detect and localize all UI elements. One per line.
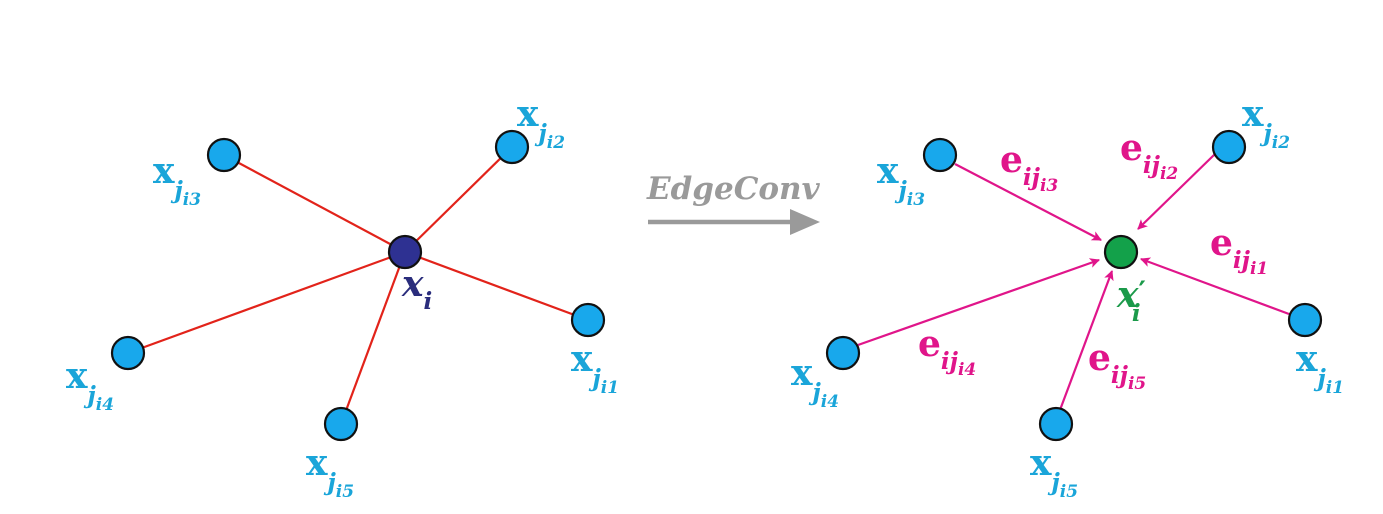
right-label-j3: xji3 xyxy=(877,150,925,210)
edge-label-e2: eiji2 xyxy=(1120,127,1178,184)
left-center-label: xi xyxy=(401,263,432,315)
right-edge-e2 xyxy=(1137,153,1216,230)
right-graph: xji1 xji2 xji3 xji4 xji5 eiji1 eiji2 eij… xyxy=(791,93,1344,502)
left-label-j3: xji3 xyxy=(153,150,201,210)
left-graph: xji1 xji2 xji3 xji4 xji5 xi xyxy=(66,93,619,502)
edge-label-e3: eiji3 xyxy=(1000,139,1058,196)
left-node-j1 xyxy=(570,302,606,338)
left-node-j4 xyxy=(110,335,146,371)
right-label-j1: xji1 xyxy=(1296,338,1344,398)
left-edge-j3 xyxy=(223,154,406,253)
transform-arrow-head xyxy=(790,209,820,235)
right-center-node xyxy=(1103,234,1139,270)
right-node-j4 xyxy=(825,335,861,371)
right-node-j2 xyxy=(1211,129,1247,165)
left-node-j2 xyxy=(494,129,530,165)
edge-label-e1: eiji1 xyxy=(1210,222,1268,279)
right-label-j4: xji4 xyxy=(791,352,839,412)
right-nodes xyxy=(825,129,1323,442)
right-node-j3 xyxy=(922,137,958,173)
left-label-j2: xji2 xyxy=(517,93,565,153)
right-node-j5 xyxy=(1038,406,1074,442)
left-node-j5 xyxy=(323,406,359,442)
left-label-j4: xji4 xyxy=(66,355,114,415)
left-edge-j1 xyxy=(404,250,589,322)
right-center-label: x′ i xyxy=(1116,274,1146,327)
left-edge-j2 xyxy=(404,146,513,253)
left-nodes xyxy=(110,129,606,442)
left-edges xyxy=(127,146,589,425)
right-edge-e5 xyxy=(1058,270,1114,411)
left-label-j5: xji5 xyxy=(306,442,354,502)
left-center-node xyxy=(387,234,423,270)
transform-label: EdgeConv xyxy=(646,171,821,207)
left-node-j3 xyxy=(206,137,242,173)
left-edge-j5 xyxy=(339,251,407,425)
right-edge-e4 xyxy=(857,258,1100,347)
left-edge-j4 xyxy=(127,250,406,355)
right-node-j1 xyxy=(1287,302,1323,338)
right-edge-e1 xyxy=(1140,257,1290,316)
right-label-j2: xji2 xyxy=(1242,93,1290,153)
right-label-j5: xji5 xyxy=(1030,442,1078,502)
right-edges xyxy=(857,153,1290,411)
transform-arrow: EdgeConv xyxy=(646,171,821,235)
left-label-j1: xji1 xyxy=(571,338,619,398)
edge-label-e4: eiji4 xyxy=(918,323,976,380)
right-edge-e3 xyxy=(954,163,1102,241)
edge-label-e5: eiji5 xyxy=(1088,337,1146,394)
